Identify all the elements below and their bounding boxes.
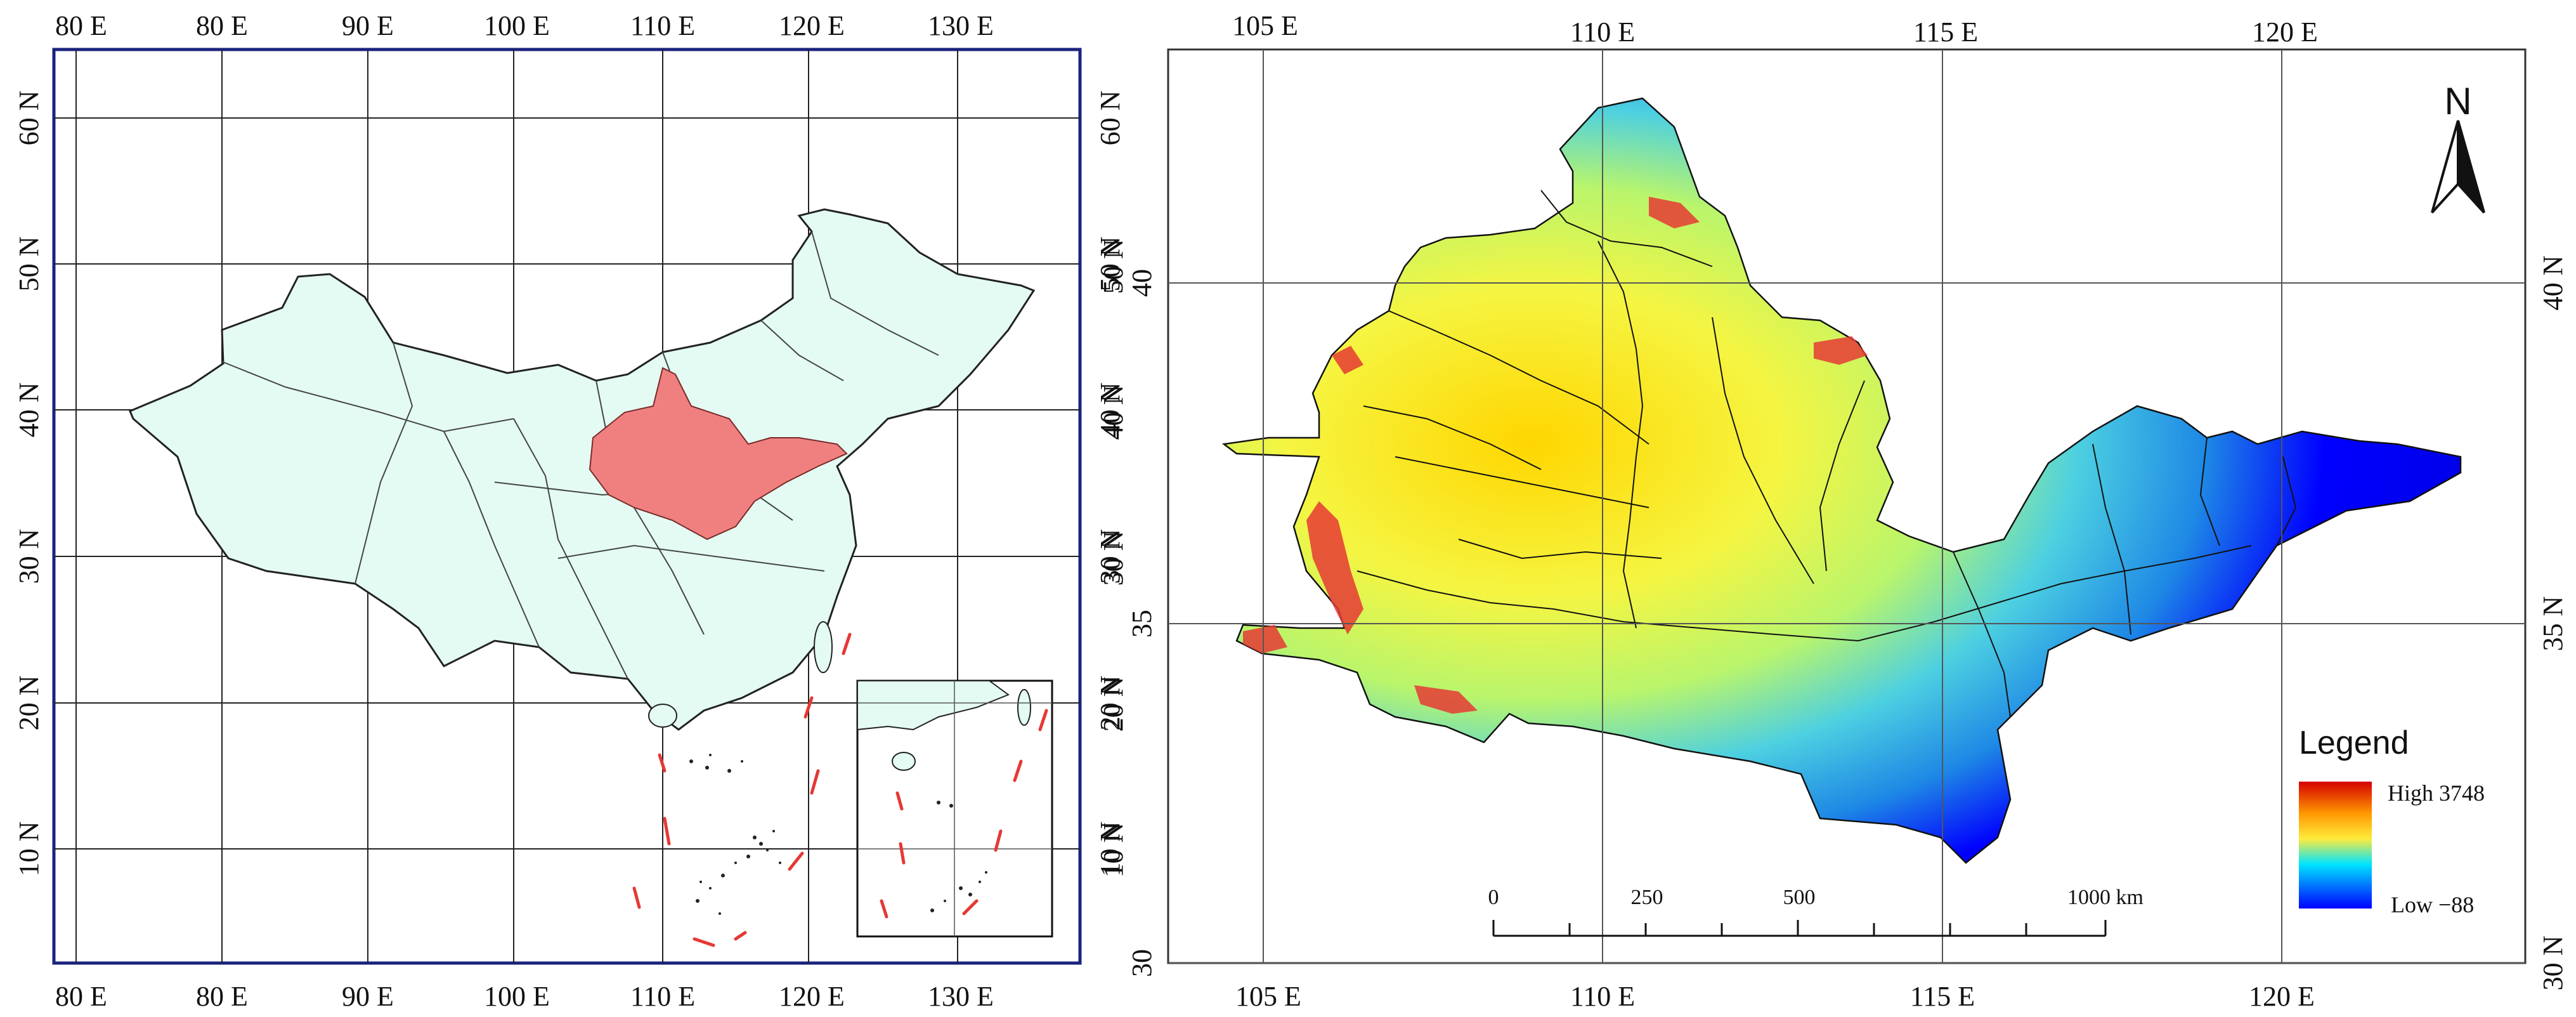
tick-label: 120 E <box>2252 16 2318 48</box>
tick-label: 20 N <box>1098 677 1129 732</box>
tick-label: 40 N <box>1095 383 1126 438</box>
scale-label-500: 500 <box>1783 886 1816 909</box>
tick-label: 90 E <box>342 10 394 41</box>
left-map-bottom-ticks: 80 E 80 E 90 E 100 E 110 E 120 E 130 E <box>55 981 994 1012</box>
tick-label: 100 E <box>484 981 550 1012</box>
tick-label: 30 N <box>13 529 44 584</box>
left-map-top-ticks: 80 E 80 E 90 E 100 E 110 E 120 E 130 E <box>55 10 994 41</box>
tick-label: 40 N <box>2537 256 2568 311</box>
china-outline <box>129 208 1036 731</box>
legend-color-ramp <box>2299 782 2372 909</box>
tick-label: 110 E <box>630 981 695 1012</box>
left-map-right-ticks: 60 N 50 N 40 N 30 N 20 N 10 N <box>1095 91 1126 877</box>
tick-label: 20 N <box>13 676 44 731</box>
inset-map <box>856 679 1053 938</box>
tick-label: 30 N <box>1095 529 1126 584</box>
nine-dash-line <box>632 633 852 947</box>
elevation-region <box>1221 97 2462 864</box>
tick-label: 50 N <box>1098 239 1129 294</box>
north-arrow: N <box>2431 80 2485 214</box>
tick-label: 115 E <box>1913 16 1978 48</box>
tick-label: 35 <box>1126 610 1157 638</box>
tick-label: 60 N <box>1095 91 1126 146</box>
tick-label: 120 E <box>779 981 845 1012</box>
scale-label-1000: 1000 km <box>2067 886 2143 909</box>
tick-label: 10 N <box>1095 822 1126 877</box>
tick-label: 40 N <box>1098 385 1129 440</box>
tick-label: 30 <box>1126 949 1157 977</box>
highlighted-region <box>589 367 848 541</box>
tick-label: 80 E <box>55 981 107 1012</box>
north-label: N <box>2444 80 2471 122</box>
tick-label: 30 N <box>1098 531 1129 586</box>
highland-accents <box>1243 197 1868 714</box>
scs-islands <box>689 754 781 915</box>
tick-label: 90 E <box>342 981 394 1012</box>
tick-label: 80 E <box>196 981 248 1012</box>
left-map: 80 E 80 E 90 E 100 E 110 E 120 E 130 E 8… <box>13 10 1126 1012</box>
tick-label: 80 E <box>55 10 107 41</box>
tick-label: 35 N <box>2537 596 2568 652</box>
tick-label: 110 E <box>630 10 695 41</box>
tick-label: 40 <box>1126 269 1157 297</box>
tick-label: 60 N <box>13 91 44 146</box>
tick-label: 100 E <box>484 10 550 41</box>
legend: Legend High 3748 Low −88 <box>2299 725 2485 917</box>
tick-label: 110 E <box>1570 981 1635 1012</box>
scale-bar: 0 250 500 1000 km <box>1488 886 2143 937</box>
legend-high-label: High 3748 <box>2388 780 2485 806</box>
tick-label: 30 N <box>2537 936 2568 991</box>
taiwan-island <box>814 621 833 673</box>
tick-label: 120 E <box>2249 981 2315 1012</box>
basin-boundaries <box>1356 190 2297 718</box>
legend-low-label: Low −88 <box>2391 892 2474 917</box>
right-map-left-ticks: 40 35 30 <box>1126 269 1157 977</box>
tick-label: 120 E <box>779 10 845 41</box>
tick-label: 105 E <box>1232 10 1298 41</box>
right-map-right-ticks: 40 N 35 N 30 N <box>2537 256 2568 991</box>
tick-label: 10 N <box>1098 823 1129 878</box>
tick-label: 80 E <box>196 10 248 41</box>
right-map-top-ticks: 105 E 110 E 115 E 120 E <box>1232 10 2318 48</box>
right-map: N 0 250 500 1000 km Legend High 3748 Low… <box>1098 10 2568 1012</box>
tick-label: 40 N <box>13 383 44 438</box>
right-map-bottom-ticks: 105 E 110 E 115 E 120 E <box>1235 981 2315 1012</box>
tick-label: 10 N <box>13 822 44 877</box>
tick-label: 105 E <box>1235 981 1301 1012</box>
tick-label: 115 E <box>1910 981 1975 1012</box>
legend-title: Legend <box>2299 725 2409 761</box>
tick-label: 50 N <box>1095 237 1126 292</box>
right-map-graticule <box>1168 49 2525 964</box>
hainan-island <box>648 704 677 728</box>
tick-label: 110 E <box>1570 16 1635 48</box>
left-map-left-ticks: 60 N 50 N 40 N 30 N 20 N 10 N <box>13 91 44 877</box>
scale-label-0: 0 <box>1488 886 1499 909</box>
tick-label: 20 N <box>1095 676 1126 731</box>
scale-label-250: 250 <box>1631 886 1663 909</box>
tick-label: 130 E <box>928 981 994 1012</box>
tick-label: 130 E <box>928 10 994 41</box>
between-map-ticks: 50 N 40 N 30 N 20 N 10 N <box>1098 239 1129 878</box>
tick-label: 50 N <box>13 237 44 292</box>
